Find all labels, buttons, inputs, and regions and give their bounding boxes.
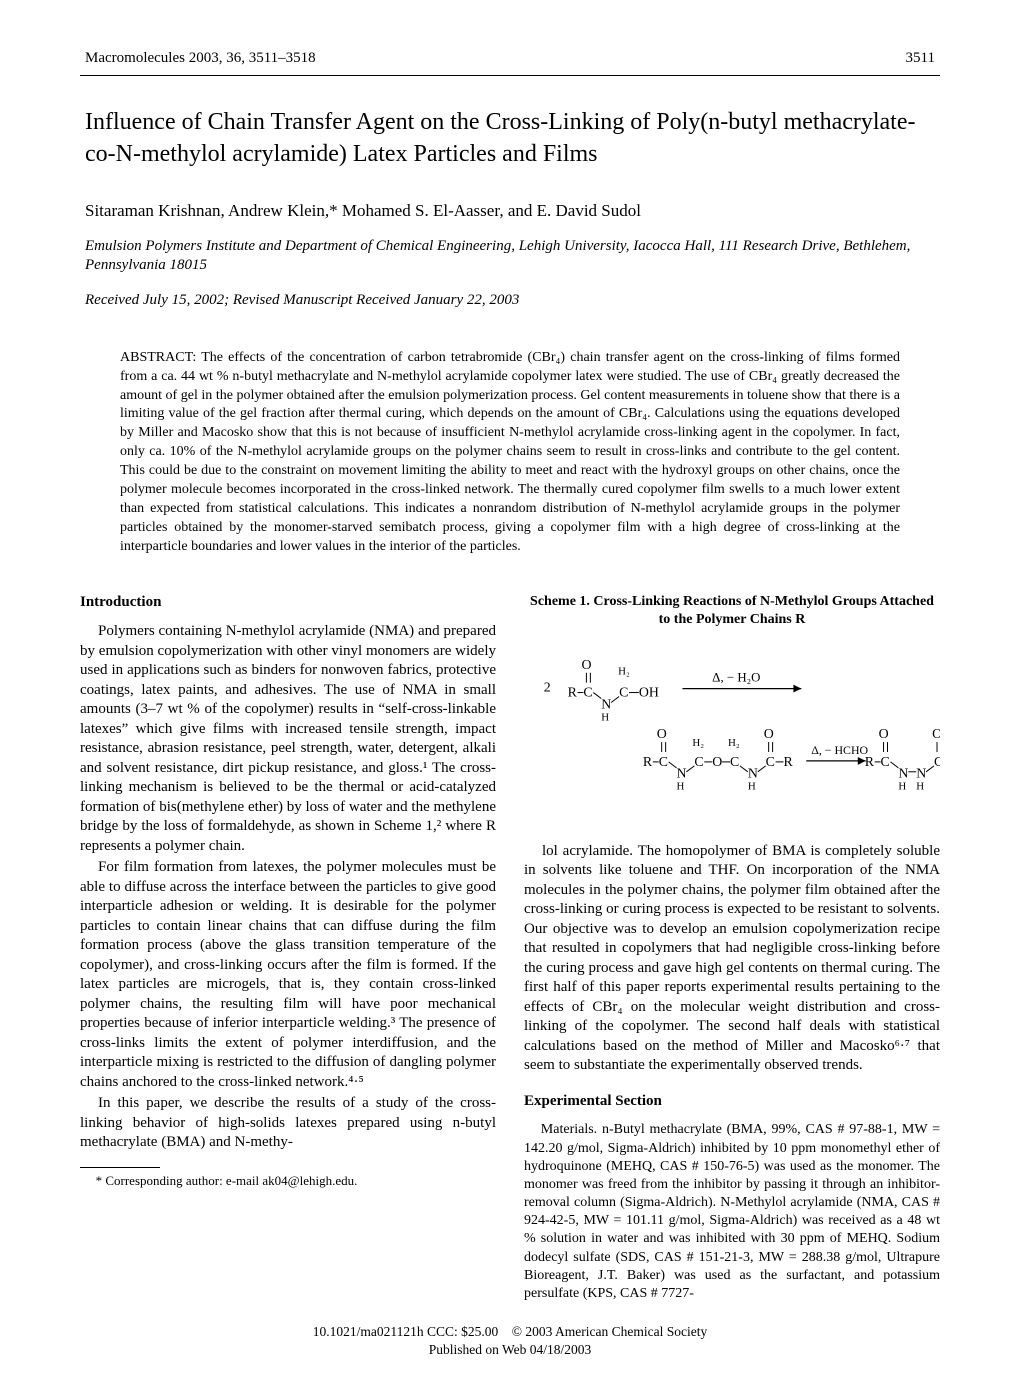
authors: Sitaraman Krishnan, Andrew Klein,* Moham… bbox=[80, 201, 940, 221]
affiliation: Emulsion Polymers Institute and Departme… bbox=[80, 237, 940, 276]
svg-text:C: C bbox=[934, 754, 940, 769]
svg-text:Δ, − HCHO: Δ, − HCHO bbox=[811, 743, 868, 757]
svg-text:R: R bbox=[643, 754, 653, 769]
svg-text:R: R bbox=[568, 684, 578, 699]
svg-text:O: O bbox=[932, 726, 940, 741]
experimental-heading: Experimental Section bbox=[524, 1092, 940, 1112]
corresponding-author-footnote: * Corresponding author: e-mail ak04@lehi… bbox=[80, 1173, 496, 1190]
svg-text:C: C bbox=[881, 754, 890, 769]
scheme-1-title: Scheme 1. Cross-Linking Reactions of N-M… bbox=[524, 593, 940, 629]
svg-text:H: H bbox=[748, 781, 756, 793]
scheme-1-diagram: 2 R O C N H H₂ C OH Δ, − H₂O bbox=[524, 647, 940, 815]
svg-text:Δ, − H₂O: Δ, − H₂O bbox=[712, 671, 760, 685]
right-column: Scheme 1. Cross-Linking Reactions of N-M… bbox=[524, 593, 940, 1306]
svg-text:N: N bbox=[916, 766, 926, 781]
materials-p: Materials. n-Butyl methacrylate (BMA, 99… bbox=[524, 1121, 940, 1303]
svg-text:OH: OH bbox=[639, 684, 659, 699]
svg-text:O: O bbox=[581, 657, 591, 672]
page-number: 3511 bbox=[906, 50, 935, 67]
svg-text:H₂: H₂ bbox=[728, 737, 740, 749]
svg-text:H: H bbox=[677, 781, 685, 793]
svg-text:C: C bbox=[659, 754, 668, 769]
journal-ref: Macromolecules 2003, 36, 3511–3518 bbox=[85, 50, 316, 67]
svg-text:C: C bbox=[694, 754, 703, 769]
intro-p2: For film formation from latexes, the pol… bbox=[80, 858, 496, 1092]
svg-text:H: H bbox=[916, 781, 924, 793]
svg-text:N: N bbox=[898, 766, 908, 781]
pub-date-line: Published on Web 04/18/2003 bbox=[80, 1341, 940, 1359]
svg-text:C: C bbox=[730, 754, 739, 769]
svg-text:O: O bbox=[879, 726, 889, 741]
doi-line: 10.1021/ma021121h CCC: $25.00 © 2003 Ame… bbox=[80, 1323, 940, 1341]
running-header: Macromolecules 2003, 36, 3511–3518 3511 bbox=[80, 50, 940, 67]
svg-text:C: C bbox=[766, 754, 775, 769]
svg-text:N: N bbox=[601, 696, 611, 711]
right-p1: lol acrylamide. The homopolymer of BMA i… bbox=[524, 842, 940, 1076]
svg-text:H: H bbox=[898, 781, 906, 793]
svg-text:C: C bbox=[583, 684, 592, 699]
two-column-body: Introduction Polymers containing N-methy… bbox=[80, 593, 940, 1306]
svg-text:O: O bbox=[764, 726, 774, 741]
abstract: ABSTRACT: The effects of the concentrati… bbox=[120, 349, 900, 557]
svg-text:N: N bbox=[677, 766, 687, 781]
article-title: Influence of Chain Transfer Agent on the… bbox=[80, 106, 940, 171]
svg-text:H₂: H₂ bbox=[618, 666, 630, 678]
svg-text:2: 2 bbox=[544, 680, 551, 695]
page-footer: 10.1021/ma021121h CCC: $25.00 © 2003 Ame… bbox=[80, 1323, 940, 1358]
left-column: Introduction Polymers containing N-methy… bbox=[80, 593, 496, 1306]
svg-text:H: H bbox=[601, 711, 609, 723]
svg-text:O: O bbox=[657, 726, 667, 741]
footnote-rule bbox=[80, 1167, 160, 1168]
svg-text:C: C bbox=[619, 684, 628, 699]
intro-p1: Polymers containing N-methylol acrylamid… bbox=[80, 622, 496, 856]
intro-p3: In this paper, we describe the results o… bbox=[80, 1094, 496, 1153]
received-dates: Received July 15, 2002; Revised Manuscri… bbox=[80, 292, 940, 309]
header-rule bbox=[80, 75, 940, 76]
intro-heading: Introduction bbox=[80, 593, 496, 613]
svg-text:R: R bbox=[784, 754, 794, 769]
svg-text:H₂: H₂ bbox=[692, 737, 704, 749]
svg-text:O: O bbox=[712, 754, 722, 769]
svg-text:N: N bbox=[748, 766, 758, 781]
svg-text:R: R bbox=[865, 754, 875, 769]
